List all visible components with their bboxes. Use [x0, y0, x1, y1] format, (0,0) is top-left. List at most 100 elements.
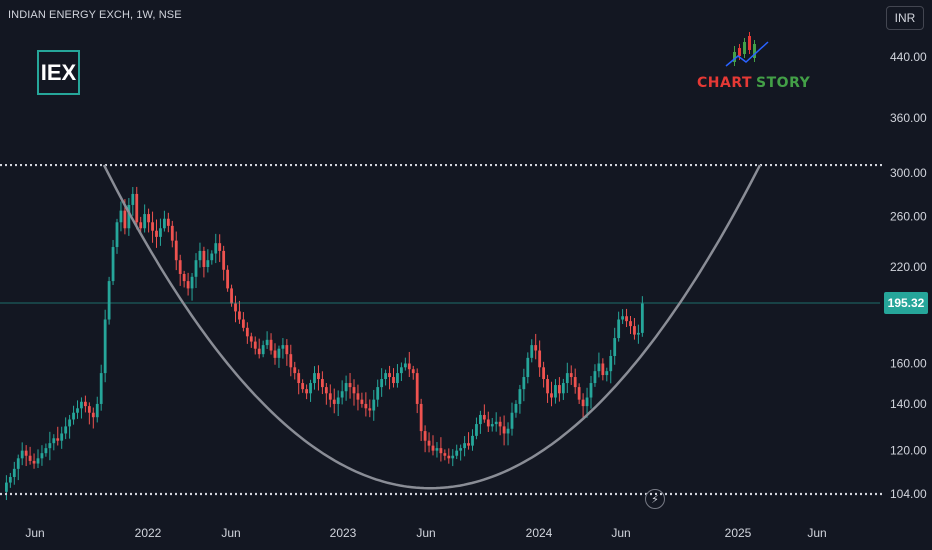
- candle-116: [463, 436, 466, 457]
- candle-44: [178, 254, 182, 286]
- candle-9: [40, 445, 44, 466]
- candle-121: [482, 404, 486, 423]
- candle-132: [526, 352, 530, 384]
- y-tick-label-8: 104.00: [890, 487, 927, 501]
- currency-button[interactable]: INR: [886, 6, 924, 30]
- candle-118: [471, 429, 474, 451]
- y-tick-label-5: 160.00: [890, 356, 927, 370]
- candle-25: [103, 309, 107, 383]
- candle-66: [265, 331, 269, 349]
- candle-49: [198, 242, 202, 268]
- candle-51: [206, 249, 210, 273]
- candle-160: [637, 324, 640, 344]
- x-tick-label-6: Jun: [611, 526, 630, 540]
- candle-128: [510, 402, 514, 436]
- candle-99: [396, 364, 399, 388]
- candle-117: [467, 432, 470, 450]
- candle-150: [597, 352, 601, 378]
- candle-42: [170, 220, 174, 248]
- candle-82: [328, 384, 332, 408]
- candle-87: [348, 373, 352, 399]
- watermark-story: STORY: [756, 75, 811, 91]
- candle-88: [352, 379, 356, 406]
- flash-icon[interactable]: ⚡: [645, 489, 665, 509]
- candle-75: [301, 379, 305, 393]
- candle-130: [518, 384, 522, 414]
- candle-70: [281, 338, 285, 359]
- candle-138: [550, 381, 553, 407]
- candle-77: [309, 379, 312, 402]
- candle-142: [565, 362, 569, 393]
- y-tick-label-1: 360.00: [890, 111, 927, 125]
- iex-logo: IEX: [37, 50, 80, 95]
- candle-97: [388, 365, 391, 390]
- candle-17: [72, 405, 75, 425]
- candle-71: [285, 339, 289, 366]
- candle-48: [194, 253, 198, 288]
- candle-95: [380, 368, 384, 397]
- candle-15: [64, 417, 68, 440]
- candle-38: [155, 219, 158, 248]
- candle-5: [24, 445, 28, 467]
- x-tick-label-2: Jun: [221, 526, 240, 540]
- candle-127: [506, 422, 510, 446]
- candle-43: [174, 231, 178, 271]
- candle-158: [629, 315, 632, 334]
- candle-84: [336, 390, 340, 416]
- candle-126: [502, 415, 506, 446]
- candle-155: [617, 311, 621, 342]
- y-tick-label-2: 300.00: [890, 166, 927, 180]
- candle-144: [573, 368, 577, 394]
- candle-113: [451, 449, 455, 467]
- candle-102: [407, 351, 411, 378]
- candle-133: [530, 339, 534, 363]
- candle-19: [80, 397, 83, 419]
- candle-58: [234, 295, 237, 323]
- candle-69: [277, 345, 281, 368]
- candle-156: [621, 309, 624, 324]
- candle-53: [214, 233, 218, 264]
- candle-124: [494, 412, 498, 432]
- y-tick-label-3: 260.00: [890, 209, 927, 223]
- candle-3: [16, 454, 20, 481]
- candle-78: [313, 366, 316, 390]
- candle-4: [20, 442, 24, 466]
- candle-54: [218, 234, 222, 263]
- candle-27: [111, 239, 115, 285]
- candle-119: [475, 417, 478, 440]
- candle-79: [317, 365, 320, 391]
- candle-161: [640, 296, 644, 337]
- candle-145: [577, 383, 581, 404]
- candle-10: [44, 443, 48, 457]
- horizontal-levels: [0, 163, 882, 496]
- candle-6: [28, 446, 32, 465]
- candle-59: [238, 300, 241, 324]
- x-axis: Jun 2022 Jun 2023 Jun 2024 Jun 2025 Jun: [25, 526, 826, 540]
- candle-31: [127, 198, 131, 236]
- candle-85: [340, 380, 344, 405]
- candle-65: [261, 340, 265, 358]
- candle-81: [324, 383, 328, 405]
- candle-14: [60, 426, 64, 449]
- x-tick-label-7: 2025: [725, 526, 752, 540]
- candle-139: [554, 379, 557, 404]
- candle-107: [427, 432, 431, 453]
- candle-72: [289, 344, 293, 377]
- candle-147: [585, 387, 589, 418]
- candle-13: [56, 426, 60, 446]
- candle-37: [151, 211, 154, 243]
- candle-76: [305, 384, 308, 400]
- x-tick-label-8: Jun: [807, 526, 826, 540]
- candle-137: [546, 374, 549, 403]
- candle-0: [5, 475, 8, 501]
- x-tick-label-1: 2022: [135, 526, 162, 540]
- candle-104: [415, 368, 419, 414]
- chartstory-logo-icon: [725, 32, 769, 67]
- candle-134: [534, 333, 538, 360]
- candle-141: [561, 378, 565, 400]
- candle-45: [182, 270, 186, 288]
- candle-109: [435, 442, 439, 458]
- y-tick-label-7: 120.00: [890, 444, 927, 458]
- candle-83: [332, 388, 336, 414]
